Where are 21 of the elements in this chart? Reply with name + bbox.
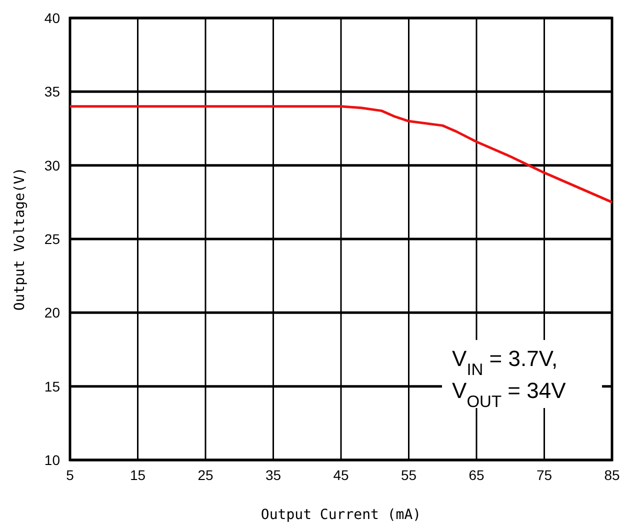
x-tick-label: 55 xyxy=(400,467,417,483)
x-tick-label: 15 xyxy=(130,467,146,483)
x-axis-title: Output Current (mA) xyxy=(260,507,422,523)
x-tick-label: 5 xyxy=(66,467,74,483)
x-tick-label: 45 xyxy=(333,467,349,483)
annotation: V$_{IN}$ = 3.7V, xyxy=(452,346,558,379)
y-tick-label: 15 xyxy=(44,378,60,394)
y-tick-label: 30 xyxy=(44,157,60,174)
annotation: V$_{OUT}$ = 34V xyxy=(452,378,566,411)
y-tick-label: 25 xyxy=(44,231,60,247)
y-tick-label: 40 xyxy=(44,10,60,26)
y-tick-label: 10 xyxy=(44,452,60,468)
y-axis-title: Output Voltage(V) xyxy=(12,167,28,311)
x-tick-label: 65 xyxy=(468,467,484,483)
x-tick-label: 75 xyxy=(536,467,552,483)
line-series xyxy=(68,105,614,204)
x-tick-label: 85 xyxy=(604,467,620,483)
y-tick-label: 20 xyxy=(44,304,60,321)
x-tick-label: 35 xyxy=(265,467,282,483)
x-tick-label: 25 xyxy=(198,467,214,483)
y-tick-label: 35 xyxy=(44,84,60,100)
